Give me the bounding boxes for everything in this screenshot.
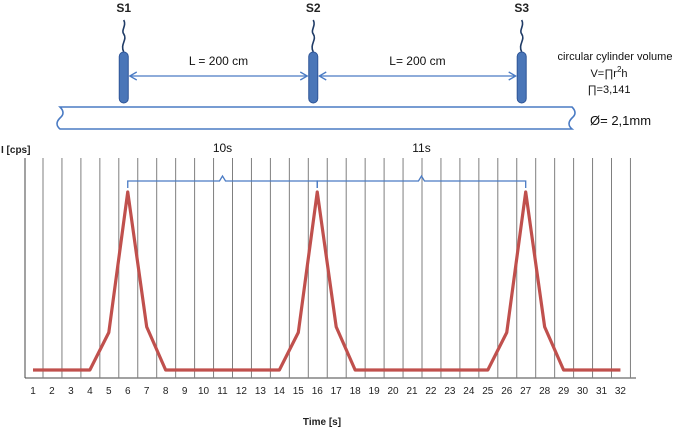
x-tick-label: 13 — [255, 386, 267, 397]
distance-arrow: L= 200 cm — [317, 54, 518, 81]
sensor-label: S3 — [514, 1, 529, 15]
x-tick-label: 12 — [236, 386, 248, 397]
distance-label: L= 200 cm — [389, 54, 445, 68]
x-tick-label: 7 — [144, 386, 150, 397]
pipe — [56, 106, 576, 130]
x-tick-label: 19 — [369, 386, 381, 397]
signal-series — [33, 190, 621, 372]
signal-line — [33, 190, 621, 372]
interval-bracket — [127, 174, 318, 188]
x-tick-label: 10 — [198, 386, 210, 397]
interval-bracket — [316, 174, 527, 188]
x-tick-label: 22 — [425, 386, 437, 397]
sensor-s3: S3 — [514, 1, 529, 104]
distance-arrow: L = 200 cm — [128, 54, 309, 81]
x-tick-label: 30 — [577, 386, 589, 397]
x-tick-label: 24 — [463, 386, 475, 397]
arrowhead-right — [508, 71, 518, 81]
x-tick-label: 1 — [30, 386, 36, 397]
x-tick-label: 4 — [87, 386, 93, 397]
x-tick-label: 21 — [406, 386, 418, 397]
distance-arrows: L = 200 cm L= 200 cm — [128, 54, 518, 81]
arrowhead-right — [299, 71, 309, 81]
x-tick-label: 29 — [558, 386, 570, 397]
x-tick-labels: 1 2 3 4 5 6 7 8 9 10 11 12 13 14 15 16 17 18 19 20 21 22 23 24 2… — [30, 386, 626, 397]
sensor-label: S2 — [306, 1, 321, 15]
interval-label: 10s — [213, 141, 232, 155]
volume-formula-exponent: 2 — [617, 65, 622, 74]
x-tick-label: 5 — [106, 386, 112, 397]
x-tick-label: 6 — [125, 386, 131, 397]
diameter-label: Ø= 2,1mm — [590, 113, 651, 128]
x-tick-label: 25 — [482, 386, 494, 397]
sensor-probe — [118, 51, 129, 104]
sensor-s1: S1 — [116, 1, 131, 104]
x-axis-title: Time [s] — [303, 417, 341, 428]
x-tick-label: 2 — [49, 386, 55, 397]
x-tick-label: 8 — [163, 386, 169, 397]
distance-label: L = 200 cm — [189, 54, 248, 68]
arrowhead-left — [317, 71, 327, 81]
sensor-cable — [519, 19, 524, 53]
sensor-cable — [311, 19, 316, 53]
x-tick-label: 20 — [387, 386, 399, 397]
sensor-probe — [308, 51, 319, 104]
interval-brackets: 10s 11s — [127, 141, 527, 188]
x-tick-label: 27 — [520, 386, 532, 397]
x-tick-label: 31 — [596, 386, 608, 397]
volume-note: circular cylinder volume V=∏r2h ∏=3,141 — [558, 51, 673, 96]
x-tick-label: 17 — [331, 386, 343, 397]
x-tick-label: 14 — [274, 386, 286, 397]
sensor-s2: S2 — [306, 1, 321, 104]
x-tick-label: 15 — [293, 386, 305, 397]
x-tick-label: 28 — [539, 386, 551, 397]
sensors: S1 S2 S3 — [116, 1, 529, 104]
sensor-label: S1 — [116, 1, 131, 15]
volume-formula: V=∏r2h — [590, 65, 627, 80]
volume-formula-prefix: V=∏r — [590, 68, 617, 80]
x-tick-label: 18 — [350, 386, 362, 397]
volume-formula-suffix: h — [621, 68, 627, 80]
sensor-cable — [121, 19, 126, 53]
interval-label: 11s — [412, 141, 430, 155]
x-tick-label: 11 — [217, 386, 228, 397]
sensor-probe — [516, 51, 527, 104]
x-tick-label: 26 — [501, 386, 513, 397]
x-tick-label: 32 — [615, 386, 627, 397]
arrowhead-left — [128, 71, 138, 81]
y-axis-title: I [cps] — [1, 145, 30, 156]
x-tick-label: 9 — [182, 386, 188, 397]
x-tick-label: 3 — [68, 386, 74, 397]
x-tick-label: 23 — [444, 386, 456, 397]
x-tick-label: 16 — [312, 386, 324, 397]
pi-value: ∏=3,141 — [587, 84, 630, 96]
volume-note-title: circular cylinder volume — [558, 51, 673, 63]
